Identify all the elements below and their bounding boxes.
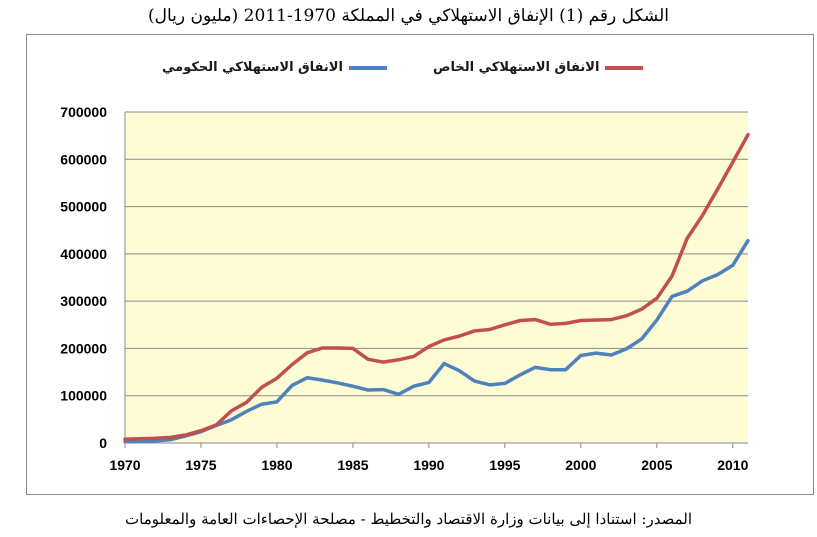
x-tick-label: 1975 bbox=[185, 457, 216, 473]
source-note: المصدر: استنادا إلى بيانات وزارة الاقتصا… bbox=[125, 510, 692, 528]
legend-swatch-government bbox=[348, 65, 387, 70]
chart-legend: الانفاق الاستهلاكي الخاص الانفاق الاستهل… bbox=[0, 60, 817, 78]
legend-item-private-consumption: الانفاق الاستهلاكي الخاص bbox=[433, 60, 644, 75]
x-tick-label: 2005 bbox=[641, 457, 672, 473]
y-tick-label: 400000 bbox=[60, 246, 107, 262]
y-tick-label: 100000 bbox=[60, 388, 107, 404]
series-line-government bbox=[123, 238, 750, 444]
series-line-private bbox=[123, 132, 750, 441]
series-lines bbox=[123, 132, 750, 444]
y-tick-label: 200000 bbox=[60, 340, 107, 356]
x-axis-tick-labels: 1970 1975 1980 1985 1990 1995 2000 2005 2010 bbox=[109, 457, 748, 473]
x-tick-label: 1980 bbox=[261, 457, 292, 473]
y-tick-label: 500000 bbox=[60, 199, 107, 215]
legend-swatch-private bbox=[605, 65, 644, 70]
y-tick-label: 700000 bbox=[60, 104, 107, 120]
x-tick-label: 1985 bbox=[337, 457, 368, 473]
x-tick-label: 2010 bbox=[717, 457, 748, 473]
x-tick-label: 1970 bbox=[109, 457, 140, 473]
x-tick-label: 1995 bbox=[489, 457, 520, 473]
x-tick-label: 1990 bbox=[413, 457, 444, 473]
y-tick-label: 300000 bbox=[60, 293, 107, 309]
figure-title: الشكل رقم (1) الإنفاق الاستهلاكي في المم… bbox=[147, 6, 669, 26]
y-tick-label: 600000 bbox=[60, 151, 107, 167]
gridlines bbox=[125, 111, 748, 397]
y-axis-tick-labels: 0 100000 200000 300000 400000 500000 600000 700… bbox=[60, 104, 107, 451]
legend-label-government: الانفاق الاستهلاكي الحكومي bbox=[162, 60, 343, 75]
legend-item-government-consumption: الانفاق الاستهلاكي الحكومي bbox=[162, 60, 387, 75]
y-tick-label: 0 bbox=[99, 435, 107, 451]
legend-label-private: الانفاق الاستهلاكي الخاص bbox=[433, 60, 600, 75]
x-tick-label: 2000 bbox=[565, 457, 596, 473]
axes bbox=[124, 112, 748, 448]
plot-area bbox=[125, 112, 748, 443]
